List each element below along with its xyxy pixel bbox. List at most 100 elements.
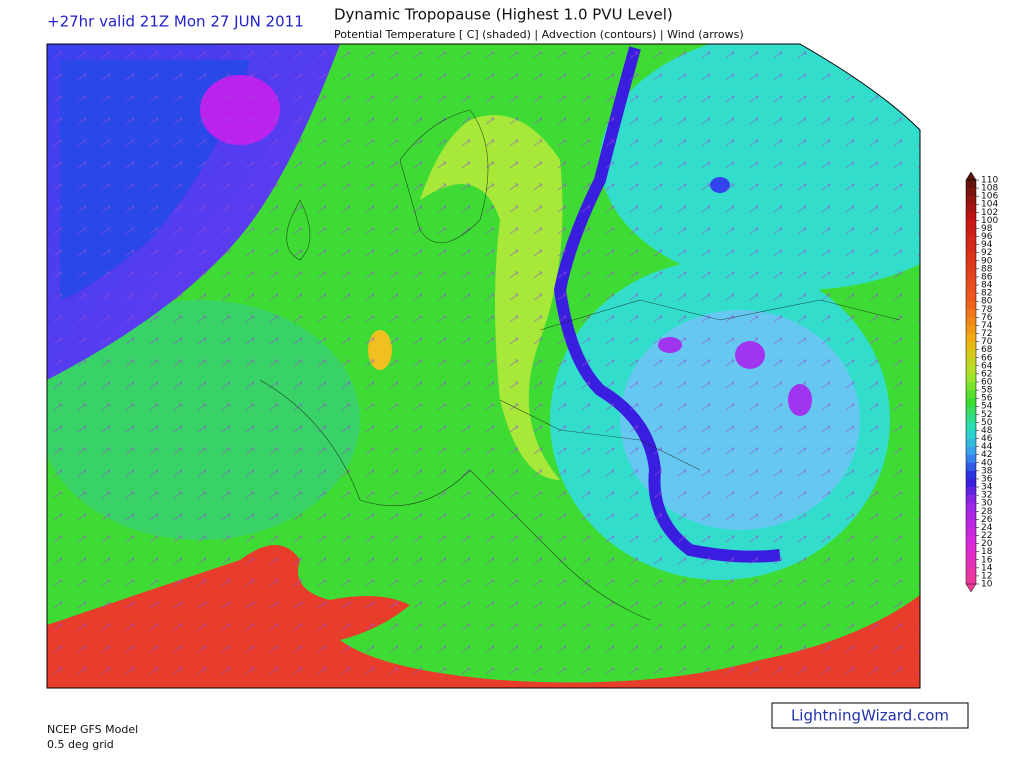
colorbar-swatch <box>966 527 976 536</box>
colorbar-swatch <box>966 390 976 399</box>
colorbar-swatch <box>966 430 976 439</box>
colorbar-label: 76 <box>981 313 993 323</box>
colorbar-label: 72 <box>981 329 992 339</box>
colorbar-swatch <box>966 196 976 205</box>
colorbar-label: 78 <box>981 305 993 315</box>
colorbar-label: 102 <box>981 208 998 218</box>
colorbar-swatch <box>966 204 976 213</box>
colorbar-swatch <box>966 511 976 520</box>
map-title: Dynamic Tropopause (Highest 1.0 PVU Leve… <box>334 6 673 24</box>
watermark-box <box>771 702 969 729</box>
colorbar-swatch <box>966 438 976 447</box>
colorbar-label: 28 <box>981 507 993 517</box>
colorbar-label: 22 <box>981 531 992 541</box>
colorbar-swatch <box>966 188 976 197</box>
colorbar-label: 38 <box>981 466 993 476</box>
colorbar-label: 12 <box>981 571 992 581</box>
colorbar-label: 16 <box>981 555 993 565</box>
colorbar-swatch <box>966 454 976 464</box>
colorbar-label: 32 <box>981 491 992 501</box>
colorbar-label: 106 <box>981 192 998 202</box>
colorbar-label: 66 <box>981 353 993 363</box>
colorbar-cap-bottom <box>965 583 977 593</box>
colorbar-label: 80 <box>981 297 993 307</box>
grid-info: 0.5 deg grid <box>47 738 114 751</box>
colorbar-label: 70 <box>981 337 993 347</box>
colorbar-label: 86 <box>981 272 993 282</box>
colorbar-swatch <box>966 462 976 472</box>
colorbar-swatch <box>966 244 976 254</box>
colorbar-swatch <box>966 285 976 294</box>
valid-time: +27hr valid 21Z Mon 27 JUN 2011 <box>47 13 304 31</box>
colorbar-swatch <box>966 293 976 302</box>
colorbar-label: 100 <box>981 216 998 226</box>
model-name: NCEP GFS Model <box>47 723 138 736</box>
colorbar-label: 26 <box>981 515 993 525</box>
colorbar-swatch <box>966 228 976 237</box>
colorbar-swatch <box>966 236 976 245</box>
colorbar-label: 96 <box>981 232 993 242</box>
colorbar-swatch <box>966 519 976 528</box>
colorbar-label: 46 <box>981 434 993 444</box>
colorbar-swatch <box>966 495 976 504</box>
colorbar-swatch <box>966 180 976 189</box>
colorbar-swatch <box>966 567 976 577</box>
colorbar-swatch <box>966 422 976 431</box>
colorbar-swatch <box>966 357 976 367</box>
colorbar-label: 84 <box>981 281 993 291</box>
colorbar-swatch <box>966 543 976 552</box>
colorbar-swatch <box>966 309 976 318</box>
colorbar-label: 82 <box>981 289 992 299</box>
colorbar-swatch <box>966 398 976 407</box>
colorbar-label: 88 <box>981 264 993 274</box>
colorbar-swatch <box>966 252 976 262</box>
colorbar-label: 50 <box>981 418 993 428</box>
colorbar-swatch <box>966 212 976 221</box>
colorbar-swatch <box>966 503 976 512</box>
colorbar-label: 44 <box>981 442 993 452</box>
colorbar-label: 108 <box>981 184 998 194</box>
colorbar-label: 10 <box>981 580 993 590</box>
colorbar-label: 98 <box>981 224 993 234</box>
colorbar-label: 58 <box>981 386 993 396</box>
colorbar-label: 94 <box>981 240 993 250</box>
colorbar-swatch <box>966 276 976 286</box>
colorbar-label: 30 <box>981 499 993 509</box>
colorbar-swatch <box>966 333 976 342</box>
colorbar-swatch <box>966 446 976 456</box>
colorbar-swatch <box>966 301 976 310</box>
map-field <box>47 44 920 688</box>
colorbar-swatch <box>966 325 976 334</box>
colorbar-label: 20 <box>981 539 993 549</box>
colorbar-swatch <box>966 365 976 375</box>
colorbar-label: 74 <box>981 321 993 331</box>
colorbar-frame <box>965 179 977 585</box>
colorbar-swatch <box>966 559 976 569</box>
colorbar-label: 104 <box>981 200 998 210</box>
colorbar-label: 52 <box>981 410 992 420</box>
colorbar-label: 92 <box>981 248 992 258</box>
colorbar-swatch <box>966 349 976 359</box>
colorbar: 1101081061041021009896949290888684828078… <box>965 171 998 593</box>
colorbar-swatch <box>966 535 976 544</box>
colorbar-swatch <box>966 414 976 423</box>
colorbar-label: 34 <box>981 483 993 493</box>
map-subtitle: Potential Temperature [ C] (shaded) | Ad… <box>334 28 744 41</box>
colorbar-label: 14 <box>981 563 993 573</box>
colorbar-label: 64 <box>981 361 993 371</box>
colorbar-cap-top <box>965 171 977 181</box>
colorbar-label: 36 <box>981 474 993 484</box>
colorbar-label: 62 <box>981 369 992 379</box>
colorbar-label: 18 <box>981 547 993 557</box>
colorbar-swatch <box>966 260 976 270</box>
colorbar-label: 42 <box>981 450 992 460</box>
colorbar-swatch <box>966 341 976 350</box>
colorbar-label: 60 <box>981 378 993 388</box>
colorbar-label: 90 <box>981 256 993 266</box>
colorbar-swatch <box>966 317 976 326</box>
colorbar-swatch <box>966 478 976 488</box>
map-border <box>46 43 921 689</box>
colorbar-label: 48 <box>981 426 993 436</box>
